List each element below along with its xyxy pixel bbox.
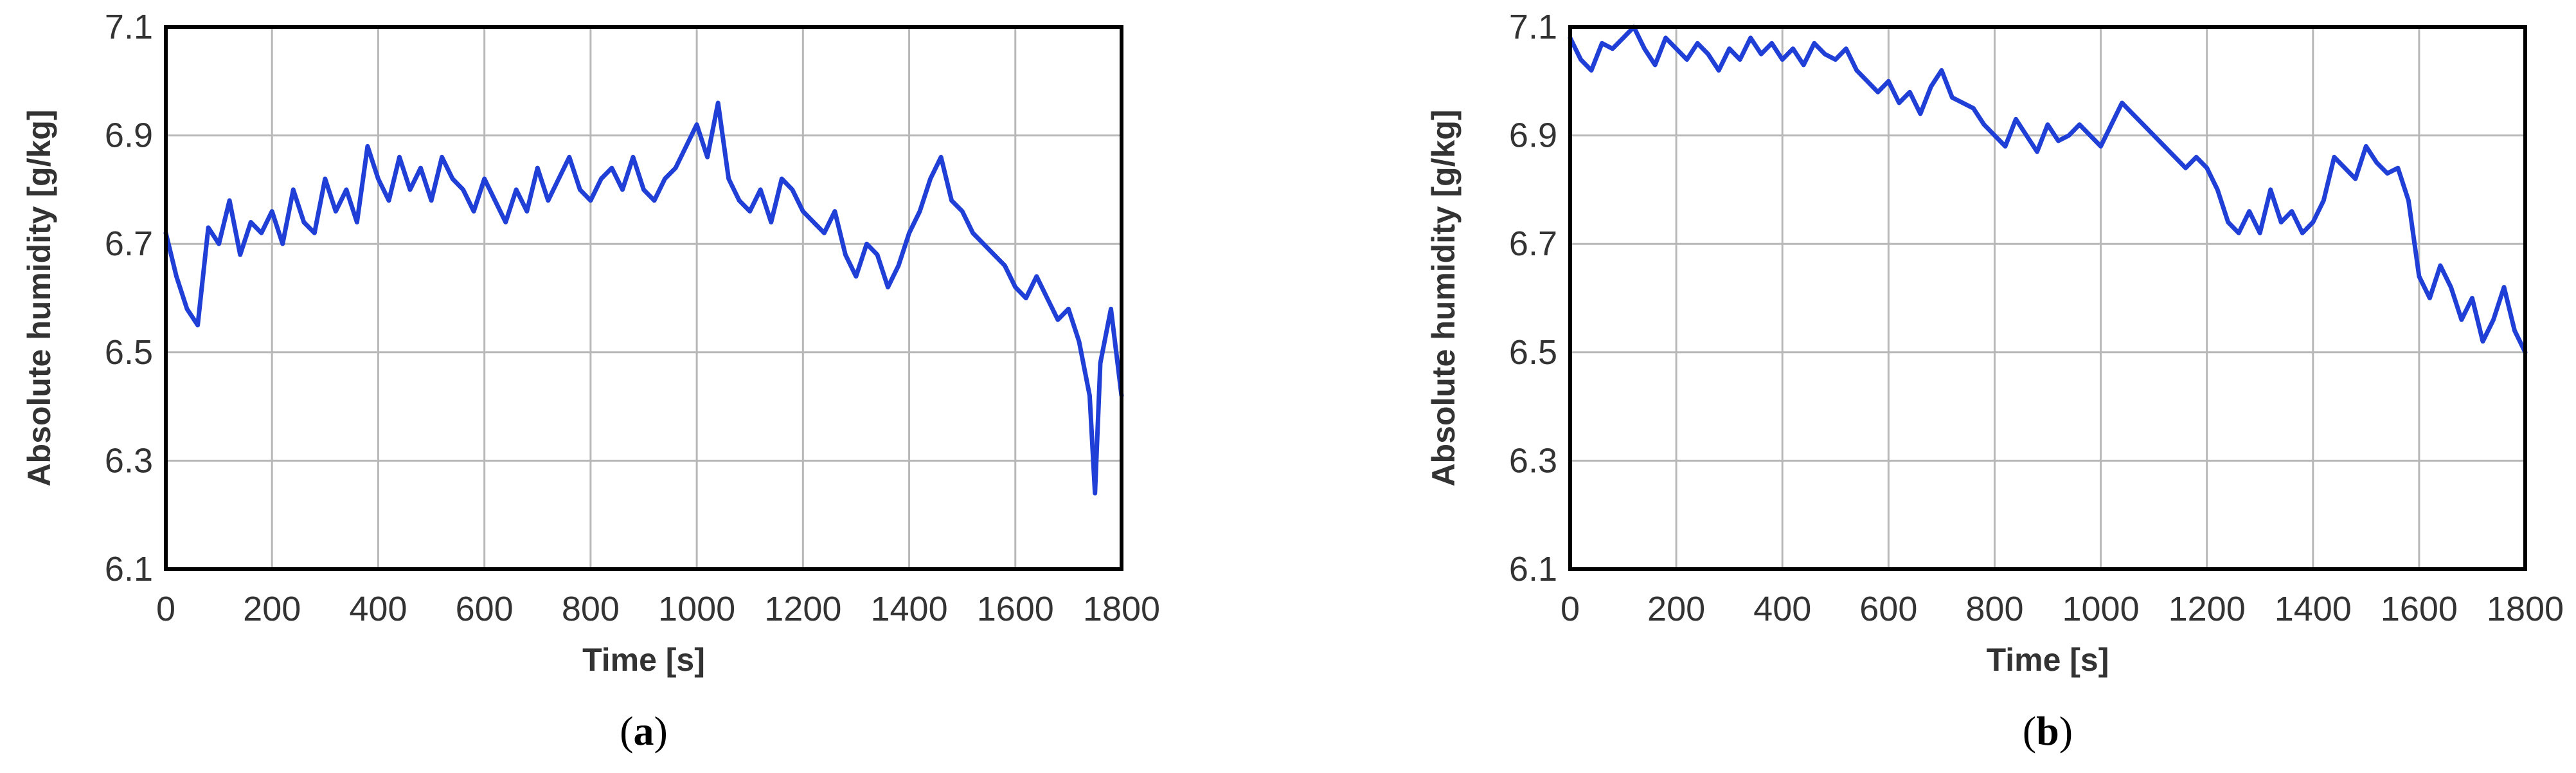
y-tick-label: 6.9 (1509, 116, 1557, 155)
panel-label: (b) (2023, 708, 2073, 754)
y-tick-label: 6.3 (105, 441, 153, 480)
x-tick-label: 800 (1965, 590, 2023, 628)
plot-frame (164, 25, 1123, 571)
x-tick-label: 1200 (764, 590, 841, 628)
plot-area (1570, 27, 2525, 569)
x-tick-label: 1800 (2487, 590, 2564, 628)
series-line (1568, 24, 2528, 355)
y-tick-label: 6.7 (105, 224, 153, 263)
y-tick-label: 6.5 (105, 333, 153, 372)
y-tick-label: 6.3 (1509, 441, 1557, 480)
x-tick-label: 1600 (977, 590, 1054, 628)
x-tick-label: 1400 (870, 590, 947, 628)
panel-label: (a) (620, 708, 668, 754)
chart-b: 0 200 400 600 800 1000 1200 1400 1600 1800 6.1 6.3 6… (1426, 8, 2564, 754)
x-tick-label: 1000 (2062, 590, 2139, 628)
x-tick-label: 1800 (1083, 590, 1160, 628)
x-tick-label: 600 (456, 590, 514, 628)
x-tick-label: 800 (562, 590, 620, 628)
series-line (163, 100, 1124, 496)
y-tick-label: 6.7 (1509, 224, 1557, 263)
y-tick-label: 7.1 (1509, 8, 1557, 46)
x-tick-label: 1400 (2275, 590, 2352, 628)
y-tick-label: 6.5 (1509, 333, 1557, 372)
chart-a: 0 200 400 600 800 1000 1200 1400 1600 1800 6.1 6.3 6… (21, 8, 1160, 754)
x-tick-label: 600 (1859, 590, 1917, 628)
x-tick-label: 1200 (2169, 590, 2246, 628)
x-tick-label: 200 (243, 590, 301, 628)
x-tick-label: 0 (156, 590, 175, 628)
x-axis-title: Time [s] (582, 642, 705, 678)
y-tick-label: 7.1 (105, 8, 153, 46)
x-tick-label: 1600 (2381, 590, 2458, 628)
x-axis-title: Time [s] (1987, 642, 2109, 678)
x-tick-label: 400 (1753, 590, 1811, 628)
y-tick-label: 6.1 (1509, 550, 1557, 588)
plot-frame (1568, 25, 2527, 571)
x-tick-label: 200 (1647, 590, 1705, 628)
x-tick-label: 0 (1561, 590, 1580, 628)
plot-area (166, 27, 1122, 569)
x-tick-label: 1000 (658, 590, 735, 628)
y-tick-label: 6.9 (105, 116, 153, 155)
y-tick-label: 6.1 (105, 550, 153, 588)
y-axis-title: Absolute humidity [g/kg] (1426, 109, 1462, 486)
y-axis-title: Absolute humidity [g/kg] (21, 109, 57, 486)
x-tick-label: 400 (349, 590, 407, 628)
